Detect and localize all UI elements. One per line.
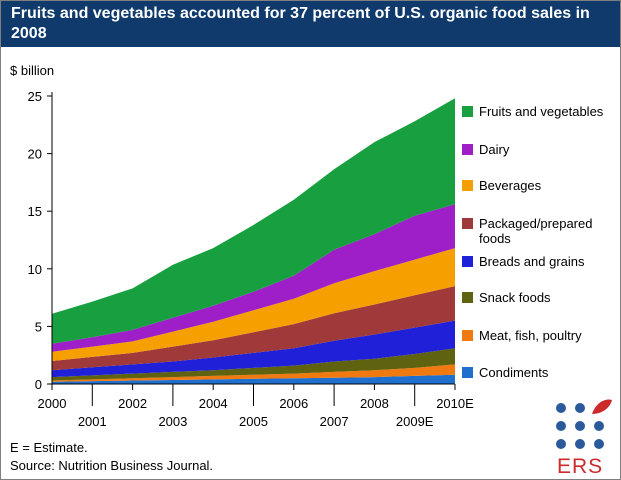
- legend-label: Packaged/prepared foods: [479, 216, 592, 246]
- legend-label: Breads and grains: [479, 254, 585, 269]
- y-tick-label: 0: [35, 377, 42, 392]
- x-tick-label: 2002: [118, 396, 147, 411]
- logo-dot: [556, 421, 566, 431]
- legend-label: Snack foods: [479, 290, 551, 305]
- title-bar: Fruits and vegetables accounted for 37 p…: [1, 1, 620, 47]
- area-condiments: [52, 374, 455, 384]
- area-breads-and-grains: [52, 320, 455, 378]
- legend-swatch: [462, 106, 473, 117]
- y-tick-label: 5: [35, 319, 42, 334]
- area-packaged-prepared-foods: [52, 286, 455, 371]
- area-dairy: [52, 204, 455, 352]
- x-tick-label: 2001: [78, 414, 107, 429]
- area-meat-fish-poultry: [52, 364, 455, 382]
- logo-dot: [575, 403, 585, 413]
- legend-swatch: [462, 367, 473, 378]
- y-tick-label: 25: [28, 89, 42, 104]
- ers-logo-text: ERS: [557, 455, 604, 478]
- logo-dot: [575, 439, 585, 449]
- y-tick-label: 15: [28, 204, 42, 219]
- legend-swatch: [462, 180, 473, 191]
- area-beverages: [52, 248, 455, 361]
- logo-leaf: [592, 399, 612, 414]
- legend-swatch: [462, 144, 473, 155]
- x-tick-label: 2007: [320, 414, 349, 429]
- y-tick-label: 10: [28, 262, 42, 277]
- logo-dot: [575, 421, 585, 431]
- legend-label: Dairy: [479, 142, 510, 157]
- x-tick-label: 2003: [158, 414, 187, 429]
- x-tick-label: 2010E: [436, 396, 474, 411]
- area-fruits-and-vegetables: [52, 98, 455, 344]
- legend-label: Meat, fish, poultry: [479, 328, 582, 343]
- legend-swatch: [462, 330, 473, 341]
- area-snack-foods: [52, 348, 455, 381]
- x-tick-label: 2008: [360, 396, 389, 411]
- chart-title: Fruits and vegetables accounted for 37 p…: [11, 5, 590, 42]
- legend-swatch: [462, 256, 473, 267]
- logo-dot: [556, 403, 566, 413]
- x-tick-label: 2004: [199, 396, 228, 411]
- estimate-note: E = Estimate.: [10, 440, 88, 455]
- x-tick-label: 2009E: [396, 414, 434, 429]
- legend-swatch: [462, 292, 473, 303]
- y-axis-label: $ billion: [10, 63, 54, 78]
- x-tick-label: 2005: [239, 414, 268, 429]
- x-tick-label: 2000: [38, 396, 67, 411]
- x-tick-label: 2006: [279, 396, 308, 411]
- legend-label: Fruits and vegetables: [479, 104, 604, 119]
- legend-label: Condiments: [479, 365, 549, 380]
- logo-dot: [556, 439, 566, 449]
- legend-label: Beverages: [479, 178, 542, 193]
- logo-dot: [594, 421, 604, 431]
- y-tick-label: 20: [28, 147, 42, 162]
- logo-dot: [594, 439, 604, 449]
- source-note: Source: Nutrition Business Journal.: [10, 458, 214, 473]
- legend-swatch: [462, 218, 473, 229]
